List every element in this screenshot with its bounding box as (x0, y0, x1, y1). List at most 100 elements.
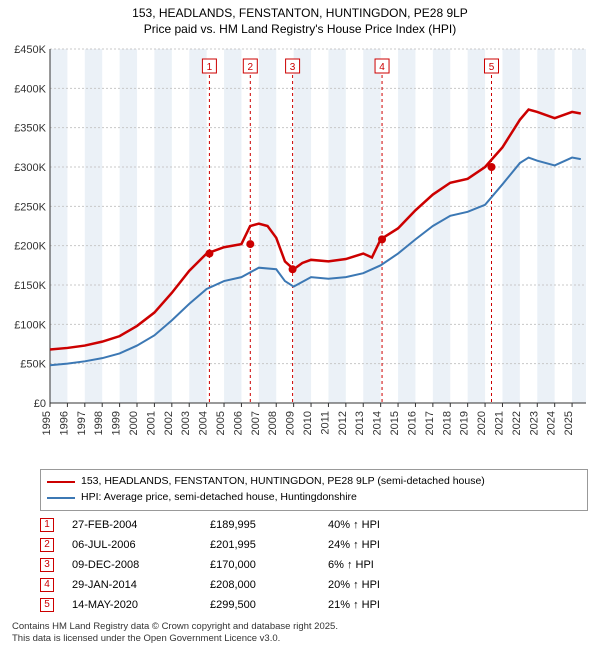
y-axis-label: £50K (20, 359, 46, 371)
x-axis-label: 2008 (267, 411, 279, 435)
x-axis-label: 1996 (58, 411, 70, 435)
x-axis-label: 2013 (354, 411, 366, 435)
x-axis-label: 2012 (337, 411, 349, 435)
x-axis-label: 2003 (180, 411, 192, 435)
table-row: 429-JAN-2014£208,00020% ↑ HPI (40, 575, 588, 595)
sale-date: 14-MAY-2020 (72, 599, 192, 611)
highlight-band (154, 49, 171, 403)
sale-index-box: 3 (40, 558, 54, 572)
title-line2: Price paid vs. HM Land Registry's House … (10, 22, 590, 38)
sale-point (205, 250, 213, 258)
y-axis-label: £0 (34, 398, 46, 410)
x-axis-label: 2014 (372, 411, 384, 435)
highlight-band (328, 49, 345, 403)
table-row: 3 09-DEC-2008 £170,000 6% ↑ HPI (40, 555, 588, 575)
x-axis-label: 1995 (41, 411, 53, 435)
highlight-band (224, 49, 241, 403)
footer: Contains HM Land Registry data © Crown c… (12, 621, 588, 646)
sale-index-box: 5 (40, 598, 54, 612)
sale-index-box: 4 (40, 578, 54, 592)
x-axis-label: 2024 (546, 411, 558, 435)
footer-line2: This data is licensed under the Open Gov… (12, 633, 588, 645)
sale-date: 06-JUL-2006 (72, 539, 192, 551)
x-axis-label: 2004 (198, 411, 210, 435)
x-axis-label: 2007 (250, 411, 262, 435)
sale-point (488, 163, 496, 171)
sale-marker-number: 5 (489, 62, 495, 73)
highlight-band (502, 49, 519, 403)
y-axis-label: £350K (14, 123, 46, 135)
footer-line1: Contains HM Land Registry data © Crown c… (12, 621, 588, 633)
x-axis-label: 2019 (459, 411, 471, 435)
table-row: 2 06-JUL-2006 £201,995 24% ↑ HPI (40, 535, 588, 555)
x-axis-label: 2023 (528, 411, 540, 435)
sale-marker-number: 3 (290, 62, 296, 73)
sale-pct: 40% ↑ HPI (328, 519, 428, 531)
highlight-band (85, 49, 102, 403)
x-axis-label: 2011 (319, 411, 331, 435)
x-axis-label: 2020 (476, 411, 488, 435)
legend-row: HPI: Average price, semi-detached house,… (47, 490, 581, 506)
x-axis-label: 2018 (441, 411, 453, 435)
sale-index-box: 2 (40, 538, 54, 552)
x-axis-label: 2017 (424, 411, 436, 435)
x-axis-label: 2006 (232, 411, 244, 435)
x-axis-label: 2010 (302, 411, 314, 435)
x-axis-label: 1999 (111, 411, 123, 435)
sale-price: £208,000 (210, 579, 310, 591)
x-axis-label: 2015 (389, 411, 401, 435)
sale-pct: 6% ↑ HPI (328, 559, 428, 571)
title-line1: 153, HEADLANDS, FENSTANTON, HUNTINGDON, … (10, 6, 590, 22)
sale-marker-number: 2 (248, 62, 254, 73)
x-axis-label: 2016 (406, 411, 418, 435)
x-axis-label: 1997 (76, 411, 88, 435)
highlight-band (572, 49, 586, 403)
sale-pct: 24% ↑ HPI (328, 539, 428, 551)
y-axis-label: £200K (14, 241, 46, 253)
sale-point (378, 236, 386, 244)
sales-table: 1 27-FEB-2004 £189,995 40% ↑ HPI 2 06-JUL-200… (40, 515, 588, 615)
sale-price: £189,995 (210, 519, 310, 531)
highlight-band (537, 49, 554, 403)
x-axis-label: 2022 (511, 411, 523, 435)
x-axis-label: 2021 (493, 411, 505, 435)
x-axis-label: 2000 (128, 411, 140, 435)
highlight-band (294, 49, 311, 403)
x-axis-label: 2009 (285, 411, 297, 435)
sale-price: £201,995 (210, 539, 310, 551)
highlight-band (468, 49, 485, 403)
legend-swatch (47, 481, 75, 483)
x-axis-label: 2025 (563, 411, 575, 435)
y-axis-label: £100K (14, 320, 46, 332)
sale-marker-number: 1 (207, 62, 213, 73)
y-axis-label: £450K (14, 44, 46, 56)
sale-marker-number: 4 (379, 62, 385, 73)
sale-price: £170,000 (210, 559, 310, 571)
sale-point (246, 240, 254, 248)
sale-point (289, 265, 297, 273)
legend-label: HPI: Average price, semi-detached house,… (81, 490, 357, 506)
chart-svg: £0 £50K £100K £150K £200K £250K £300K £350K £400… (8, 43, 592, 463)
y-axis-label: £300K (14, 162, 46, 174)
x-axis-label: 2001 (145, 411, 157, 435)
table-row: 1 27-FEB-2004 £189,995 40% ↑ HPI (40, 515, 588, 535)
x-axis-label: 2002 (163, 411, 175, 435)
y-axis-label: £250K (14, 202, 46, 214)
legend: 153, HEADLANDS, FENSTANTON, HUNTINGDON, … (40, 469, 588, 511)
y-axis-label: £400K (14, 84, 46, 96)
sale-index-box: 1 (40, 518, 54, 532)
sale-date: 27-FEB-2004 (72, 519, 192, 531)
sale-pct: 21% ↑ HPI (328, 599, 428, 611)
chart: £0 £50K £100K £150K £200K £250K £300K £350K £400… (8, 43, 592, 463)
sale-date: 09-DEC-2008 (72, 559, 192, 571)
sale-price: £299,500 (210, 599, 310, 611)
sale-date: 29-JAN-2014 (72, 579, 192, 591)
chart-title: 153, HEADLANDS, FENSTANTON, HUNTINGDON, … (0, 0, 600, 39)
y-axis-label: £150K (14, 280, 46, 292)
legend-label: 153, HEADLANDS, FENSTANTON, HUNTINGDON, … (81, 474, 485, 490)
legend-row: 153, HEADLANDS, FENSTANTON, HUNTINGDON, … (47, 474, 581, 490)
highlight-band (433, 49, 450, 403)
x-axis-label: 1998 (93, 411, 105, 435)
legend-swatch (47, 497, 75, 499)
highlight-band (363, 49, 380, 403)
